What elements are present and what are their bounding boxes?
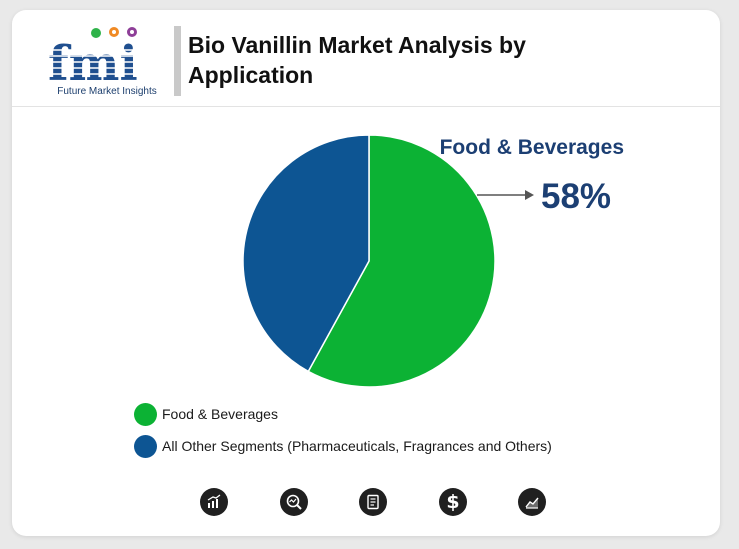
logo-letters: fmi <box>48 36 138 86</box>
pie-slices <box>242 134 496 388</box>
title-line-2: Application <box>188 62 314 88</box>
pie-chart: Food & Beverages 58% <box>242 134 624 388</box>
chart-card: fmi Future Market Insights Bio Vanillin … <box>12 10 720 536</box>
callout-value: 58% <box>541 177 611 216</box>
legend-swatch-other <box>134 434 157 458</box>
legend-item-other: All Other Segments (Pharmaceuticals, Fra… <box>134 434 552 458</box>
legend-label-food: Food & Beverages <box>162 406 278 422</box>
report-document-icon <box>359 488 387 516</box>
pie-slice-food-beverages <box>307 134 496 388</box>
title-divider <box>174 26 181 96</box>
trend-chart-icon <box>518 488 546 516</box>
analysis-magnifier-icon <box>280 488 308 516</box>
pie-slice-other-segments <box>242 134 370 373</box>
callout-label: Food & Beverages <box>440 136 624 159</box>
legend-label-other: All Other Segments (Pharmaceuticals, Fra… <box>162 438 552 454</box>
growth-chart-icon <box>200 488 228 516</box>
legend-item-food: Food & Beverages <box>134 402 552 426</box>
page-title: Bio Vanillin Market Analysis by Applicat… <box>188 30 608 90</box>
dollar-icon: $ <box>439 488 467 516</box>
legend: Food & Beverages All Other Segments (Pha… <box>134 402 552 467</box>
fmi-logo-mark: fmi <box>42 27 172 92</box>
logo-subtitle: Future Market Insights <box>57 86 157 97</box>
callout-arrow <box>477 190 534 200</box>
legend-swatch-food <box>134 402 157 426</box>
header: fmi Future Market Insights Bio Vanillin … <box>12 10 720 107</box>
fmi-logo: fmi Future Market Insights <box>42 24 172 102</box>
title-line-1: Bio Vanillin Market Analysis by <box>188 32 526 58</box>
